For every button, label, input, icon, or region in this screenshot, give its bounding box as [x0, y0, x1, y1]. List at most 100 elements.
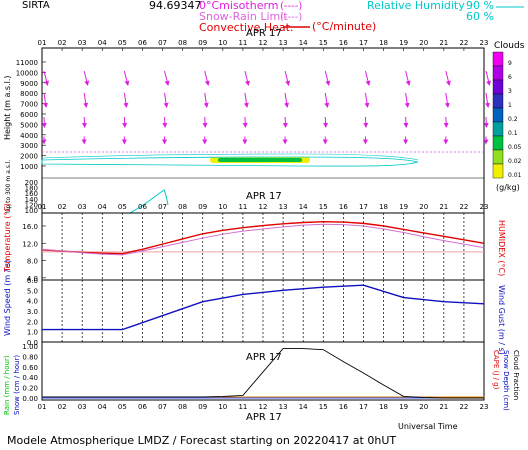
wind-arrow: [443, 116, 449, 128]
hour-label: 09: [198, 403, 207, 411]
legend-rh-label: Relative Humidity: [367, 0, 465, 12]
clouds-legend-level: 0.1: [508, 130, 518, 137]
precip-series: [42, 348, 484, 399]
hour-label: 17: [359, 403, 368, 411]
hour-label: 12: [259, 403, 268, 411]
hour-label: 22: [459, 39, 468, 47]
date-label-bottom: APR 17: [246, 412, 282, 423]
wind-arrow: [242, 116, 248, 128]
altitude-tick-label: 6000: [20, 111, 38, 119]
clouds-legend-level: 0.2: [508, 116, 518, 123]
wind-arrow: [83, 70, 90, 86]
wind-arrow: [43, 92, 48, 108]
precip-tick-label: 0.80: [22, 353, 38, 361]
hour-label: 05: [118, 403, 127, 411]
hour-label: 21: [439, 203, 448, 211]
altitude-low-tick-label: 140: [25, 196, 38, 204]
hour-label: 07: [158, 39, 167, 47]
hour-label: 05: [118, 39, 127, 47]
wind-arrow: [244, 70, 250, 86]
altitude-tick-label: 11000: [16, 59, 38, 67]
hour-label: 12: [259, 203, 268, 211]
hour-label: 14: [299, 203, 308, 211]
hour-label: 22: [459, 403, 468, 411]
wind-arrow: [485, 92, 490, 108]
hour-label: 06: [138, 203, 147, 211]
clouds-legend-swatch: [492, 51, 504, 67]
precip-tick-label: 1.00: [22, 343, 38, 351]
rain-y-label: Rain (mm / hour): [3, 355, 11, 415]
cloud-fraction-line: [42, 348, 484, 399]
hour-label: 08: [178, 403, 187, 411]
hour-label: 19: [399, 403, 408, 411]
hour-label: 02: [58, 39, 67, 47]
legend-rh-90: 90 %: [466, 0, 494, 12]
clouds-legend-swatch: [492, 149, 504, 165]
wind-arrows: [41, 70, 491, 145]
temperature-y-ticks: 16.0 12.0 8.0 4.0: [22, 223, 46, 283]
wind-arrow: [204, 70, 210, 86]
hour-label: 01: [38, 39, 47, 47]
legend-isotherm-mark: (----): [280, 1, 302, 12]
wind-tick-label: 3.0: [27, 308, 38, 316]
hour-label: 21: [439, 403, 448, 411]
altitude-low-tick-label: 160: [25, 190, 38, 198]
hour-label: 19: [399, 203, 408, 211]
hour-label: 15: [319, 403, 328, 411]
altitude-tick-label: 1000: [20, 163, 38, 171]
altitude-tick-label: 4000: [20, 132, 38, 140]
humidex-line: [41, 223, 485, 256]
station-name: SIRTA: [22, 0, 50, 11]
hour-label: 05: [118, 203, 127, 211]
hour-label: 10: [218, 203, 227, 211]
wind-arrow: [243, 92, 249, 108]
clouds-legend-swatch: [492, 163, 504, 179]
wind-arrow: [123, 92, 129, 108]
wind-arrow: [323, 116, 329, 128]
clouds-legend: Clouds (g/kg) 9 6 3 1 0.2 0.1 0.05 0.02 0.01: [492, 41, 525, 192]
wind-arrow: [404, 92, 410, 108]
clouds-legend-swatch: [492, 107, 504, 123]
humidex-y-label: HUMIDEX (°C): [497, 220, 506, 276]
wind-arrow: [162, 116, 168, 128]
hour-label: 03: [78, 203, 87, 211]
legend-convective-unit: (°C/minute): [312, 20, 376, 33]
hour-label: 04: [98, 203, 107, 211]
clouds-legend-level: 9: [508, 60, 512, 67]
legend-convective: Convective Heat.: [199, 21, 293, 34]
wind-arrow: [324, 92, 330, 108]
wind-arrow: [284, 92, 290, 108]
altitude-panel: [41, 47, 485, 214]
altitude-tick-label: 2000: [20, 153, 38, 161]
hour-label: 11: [238, 39, 247, 47]
hour-labels-top: 01 02 03 04 05 06 07 08 09 10 11 12 13 14 15 16 17 18 19 20…: [38, 39, 489, 47]
hour-label: 13: [279, 203, 288, 211]
hour-label: 02: [58, 203, 67, 211]
hour-label: 03: [78, 39, 87, 47]
clouds-legend-swatch: [492, 93, 504, 109]
hour-label: 20: [419, 403, 428, 411]
hour-label: 03: [78, 403, 87, 411]
altitude-tick-label: 3000: [20, 142, 38, 150]
hour-label: 08: [178, 203, 187, 211]
temperature-series: [41, 220, 485, 256]
clouds-legend-level: 0.05: [508, 144, 522, 151]
snow-depth-y-label: Snow Depth (cm): [502, 350, 510, 411]
hour-label: 20: [419, 203, 428, 211]
hour-label: 17: [359, 203, 368, 211]
clouds-legend-level: 1: [508, 102, 512, 109]
altitude-tick-label: 8000: [20, 90, 38, 98]
clouds-legend-level: 0.01: [508, 172, 522, 179]
hour-label: 14: [299, 39, 308, 47]
station-coords: 94.69347: [149, 0, 202, 12]
legend-rh-60: 60 %: [466, 10, 494, 23]
altitude-low-tick-label: 200: [25, 179, 38, 187]
universal-time-label: Universal Time: [398, 422, 458, 431]
altitude-low-label: Up to 300 m a.s.l.: [5, 160, 12, 213]
date-label-precip: APR 17: [246, 352, 282, 363]
hour-label: 16: [339, 403, 348, 411]
wind-y-label: Wind Speed (m / s): [3, 260, 12, 336]
wind-tick-label: 0.0: [27, 339, 38, 347]
date-label-mid: APR 17: [246, 191, 282, 202]
